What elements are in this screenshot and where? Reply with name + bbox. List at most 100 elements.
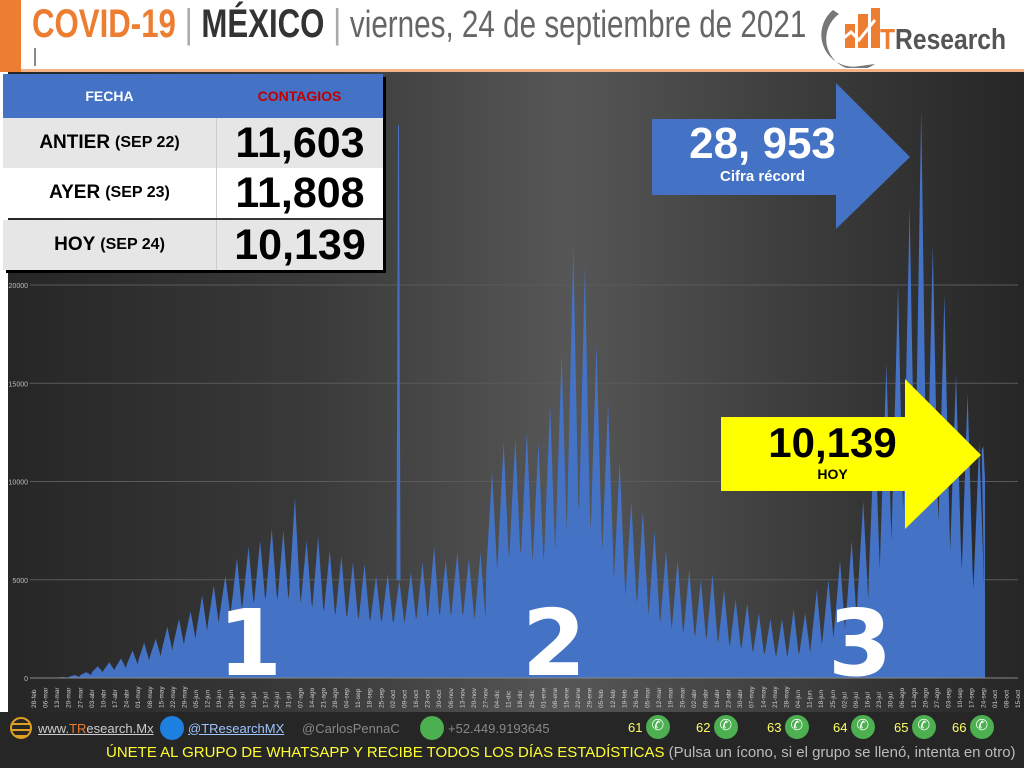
footer: www.TResearch.Mx @TResearchMX @CarlosPen… — [0, 712, 1024, 768]
table-row: ANTIER (SEP 22) 11,603 — [3, 118, 383, 168]
twitter-link[interactable]: @TResearchMX — [160, 716, 284, 740]
whatsapp-group-63[interactable]: 63 — [767, 715, 810, 739]
x-tick-label: 21-ago — [320, 687, 327, 708]
row-value: 11,603 — [216, 118, 383, 168]
x-tick-label: 02-oct — [390, 690, 397, 708]
x-tick-label: 15-may — [158, 686, 165, 708]
row-value: 10,139 — [216, 220, 383, 270]
x-tick-label: 06-ago — [899, 687, 906, 708]
x-tick-label: 11-dic — [506, 690, 513, 708]
outlier-spike — [396, 125, 401, 581]
whatsapp-group-number: 61 — [628, 719, 643, 735]
x-tick-label: 31-jul — [286, 692, 293, 708]
header-date: FECHA — [3, 74, 216, 118]
x-tick-label: 21-may — [772, 686, 779, 708]
x-tick-label: 28-feb — [31, 689, 38, 708]
x-tick-label: 26-mar — [679, 687, 686, 708]
wave-label-2: 2 — [522, 590, 587, 697]
whatsapp-cta: ÚNETE AL GRUPO DE WHATSAPP Y RECIBE TODO… — [106, 744, 1016, 761]
x-tick-label: 18-sep — [367, 688, 374, 708]
summary-table: FECHA CONTAGIOS ANTIER (SEP 22) 11,603 AY… — [3, 74, 383, 270]
x-tick-label: 04-sep — [344, 688, 351, 708]
x-tick-label: 25-dic — [529, 690, 536, 708]
website-link[interactable]: www.TResearch.Mx — [10, 716, 154, 740]
x-tick-label: 27-nov — [482, 687, 489, 708]
x-tick-label: 25-sep — [378, 688, 385, 708]
x-tick-label: 23-abr — [726, 688, 733, 708]
website-rest: esearch.Mx — [86, 720, 154, 736]
x-tick-label: 28-ago — [332, 687, 339, 708]
x-tick-label: 29-may — [181, 686, 188, 708]
personal-handle[interactable]: @CarlosPennaC — [302, 720, 400, 736]
row-label: AYER (SEP 23) — [3, 168, 216, 218]
whatsapp-icon — [714, 715, 739, 739]
tresearch-logo-icon — [821, 8, 880, 68]
x-tick-label: 26-jun — [228, 690, 235, 708]
whatsapp-group-number: 65 — [894, 719, 909, 735]
x-tick-label: 20-mar — [66, 687, 73, 708]
x-tick-label: 12-feb — [610, 689, 617, 708]
x-tick-label: 20-nov — [471, 687, 478, 708]
x-tick-label: 01-oct — [992, 690, 999, 708]
row-date: (SEP 23) — [105, 184, 170, 201]
y-tick-label: 20000 — [9, 283, 29, 290]
twitter-icon — [160, 716, 184, 740]
x-tick-label: 07-may — [749, 686, 756, 708]
x-tick-label: 18-jun — [818, 690, 825, 708]
whatsapp-group-66[interactable]: 66 — [952, 715, 995, 739]
whatsapp-group-61[interactable]: 61 — [628, 715, 671, 739]
x-tick-label: 05-feb — [598, 689, 605, 708]
whatsapp-group-62[interactable]: 62 — [696, 715, 739, 739]
x-tick-label: 03-jul — [239, 692, 246, 708]
x-tick-label: 05-mar — [645, 687, 652, 708]
title-covid: COVID-19 — [32, 2, 176, 46]
x-tick-label: 24-sep — [980, 688, 987, 708]
x-tick-label: 16-oct — [413, 690, 420, 708]
cta-text: ÚNETE AL GRUPO DE WHATSAPP Y RECIBE TODO… — [106, 744, 665, 761]
table-row: HOY (SEP 24) 10,139 — [3, 220, 383, 270]
whatsapp-group-number: 62 — [696, 719, 711, 735]
x-tick-label: 22-may — [170, 686, 177, 708]
whatsapp-icon — [851, 715, 876, 739]
x-tick-label: 14-may — [760, 686, 767, 708]
record-arrow-icon — [652, 83, 910, 229]
x-tick-label: 09-abr — [702, 688, 709, 708]
x-tick-label: 06-nov — [448, 687, 455, 708]
accent-bar — [0, 0, 21, 72]
x-tick-label: 08-ene — [552, 687, 559, 708]
x-tick-label: 10-sep — [957, 688, 964, 708]
x-tick-label: 02-jul — [841, 692, 848, 708]
header: COVID-19 | MÉXICO | viernes, 24 de septi… — [0, 0, 1024, 72]
x-tick-label: 03-sep — [946, 688, 953, 708]
whatsapp-group-65[interactable]: 65 — [894, 715, 937, 739]
title-separator: | — [333, 2, 342, 46]
title-tick — [34, 48, 36, 66]
x-tick-label: 14-ago — [309, 687, 316, 708]
x-tick-label: 26-feb — [633, 689, 640, 708]
row-value: 11,808 — [216, 168, 383, 218]
y-tick-label: 0 — [24, 676, 28, 683]
x-tick-label: 11-sep — [355, 688, 362, 708]
x-tick-label: 04-jun — [795, 690, 802, 708]
x-tick-label: 20-ago — [922, 687, 929, 708]
x-tick-label: 09-jul — [853, 692, 860, 708]
logo-rest: Research — [895, 24, 1007, 56]
x-tick-label: 07-ago — [297, 687, 304, 708]
website-pre: www. — [38, 720, 70, 736]
x-tick-label: 19-jun — [216, 690, 223, 708]
phone-link[interactable]: +52.449.9193645 — [420, 716, 550, 740]
phone-icon — [420, 716, 444, 740]
whatsapp-icon — [785, 715, 810, 739]
whatsapp-icon — [646, 715, 671, 739]
x-tick-label: 16-abr — [714, 688, 721, 708]
row-label: ANTIER (SEP 22) — [3, 118, 216, 168]
x-tick-label: 29-ene — [587, 687, 594, 708]
row-label: HOY (SEP 24) — [3, 220, 216, 270]
whatsapp-group-64[interactable]: 64 — [833, 715, 876, 739]
x-tick-label: 17-jul — [263, 692, 270, 708]
x-tick-label: 22-ene — [575, 687, 582, 708]
website-t: TR — [69, 720, 87, 736]
cases-area — [34, 109, 985, 678]
x-tick-label: 01-may — [135, 686, 142, 708]
table-row: AYER (SEP 23) 11,808 — [3, 168, 383, 218]
